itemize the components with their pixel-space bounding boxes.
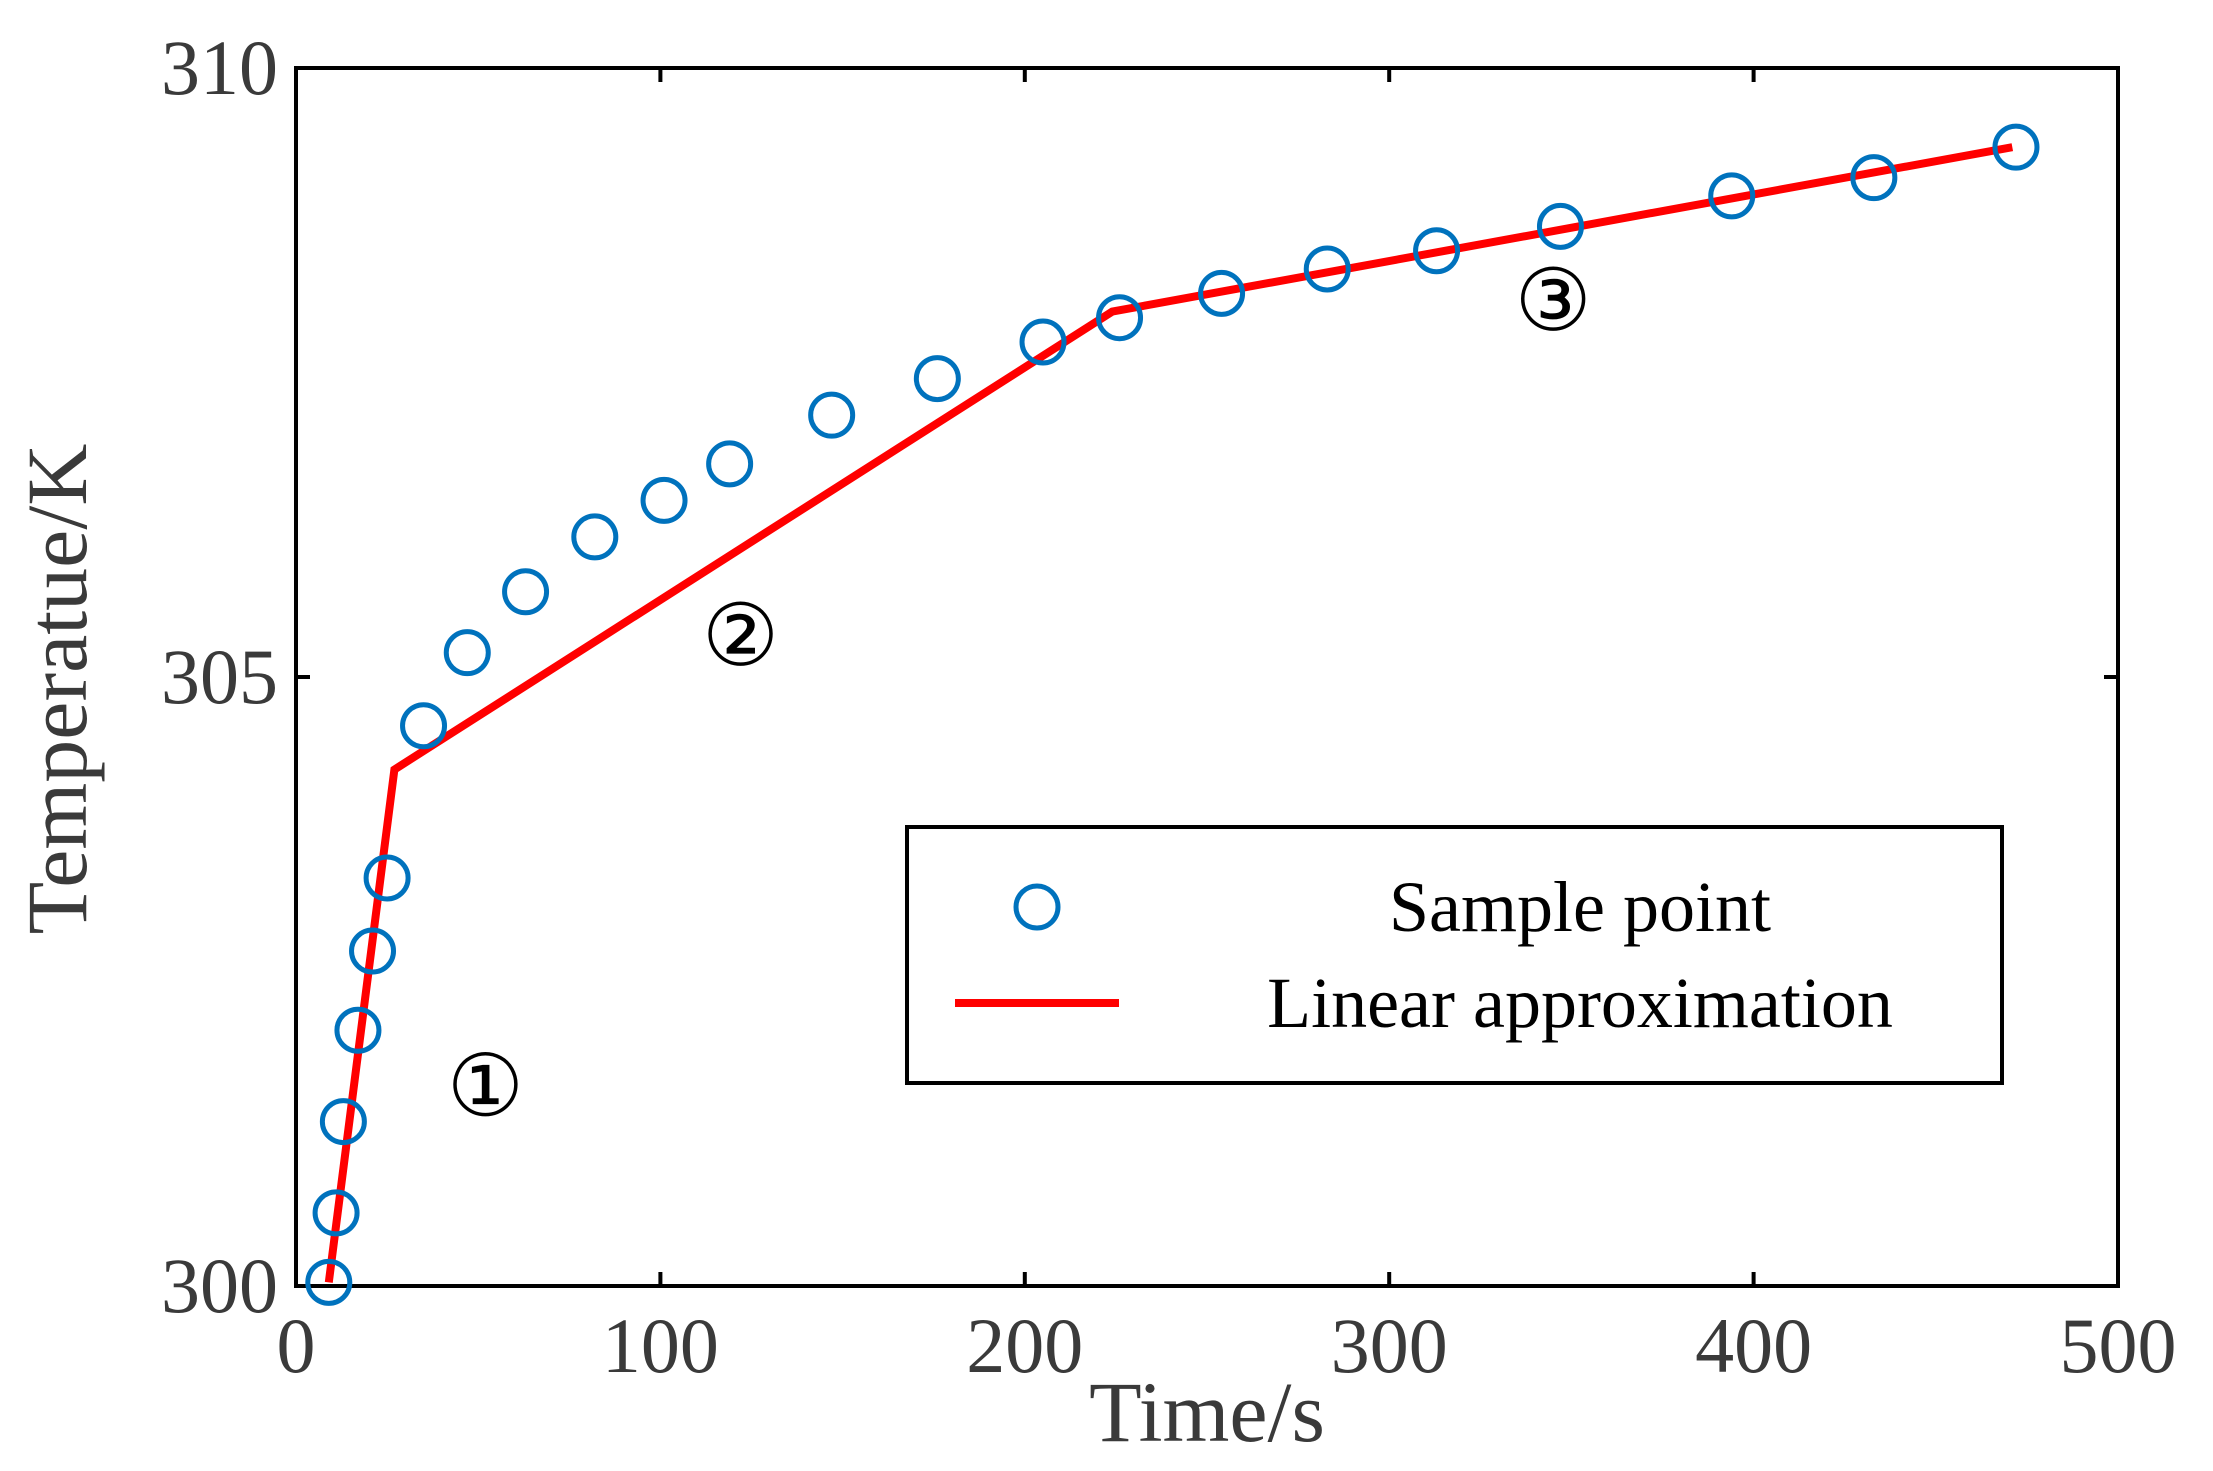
sample-point-marker — [1992, 123, 2040, 171]
x-tick-label: 100 — [602, 1302, 719, 1389]
y-tick-label: 310 — [161, 24, 278, 111]
sample-point-marker — [1850, 154, 1898, 202]
sample-point-marker — [1096, 294, 1144, 342]
x-tick-label: 300 — [1331, 1302, 1448, 1389]
sample-point-marker — [1413, 227, 1461, 275]
x-tick-label: 0 — [277, 1302, 316, 1389]
sample-point-marker — [1536, 202, 1584, 250]
x-tick-label: 500 — [2060, 1302, 2177, 1389]
segment-annotation: ① — [447, 1038, 524, 1134]
y-tick-label: 305 — [161, 633, 278, 720]
sample-point-marker — [319, 1098, 367, 1146]
sample-point-marker — [1708, 172, 1756, 220]
sample-point-marker — [363, 854, 411, 902]
sample-point-marker — [305, 1258, 353, 1306]
sample-point-marker — [1303, 245, 1351, 293]
segment-annotation: ③ — [1515, 253, 1592, 349]
sample-point-marker — [502, 568, 550, 616]
legend-marker-sample-point — [1013, 883, 1061, 931]
sample-point-marker — [808, 391, 856, 439]
sample-point-marker — [913, 355, 961, 403]
sample-point-marker — [312, 1189, 360, 1237]
y-axis-title: Temperatue/K — [9, 444, 105, 935]
x-axis-title: Time/s — [1089, 1364, 1325, 1460]
sample-point-marker — [640, 476, 688, 524]
sample-point-marker — [334, 1006, 382, 1054]
x-tick-label: 200 — [966, 1302, 1083, 1389]
sample-point-marker — [706, 440, 754, 488]
sample-point-marker — [571, 513, 619, 561]
x-tick-label: 400 — [1695, 1302, 1812, 1389]
linear-approximation-line — [324, 143, 2014, 1283]
sample-point-marker — [443, 629, 491, 677]
legend-label-linear-approximation: Linear approximation — [1267, 963, 1893, 1043]
segment-annotation: ② — [702, 588, 779, 684]
sample-point-marker — [1019, 318, 1067, 366]
legend-label-sample-point: Sample point — [1389, 867, 1771, 947]
sample-point-marker — [400, 702, 448, 750]
sample-point-marker — [349, 927, 397, 975]
legend-box — [905, 825, 2004, 1085]
plot-area-border — [294, 66, 2120, 1288]
y-tick-label: 300 — [161, 1242, 278, 1329]
sample-point-marker — [1198, 269, 1246, 317]
